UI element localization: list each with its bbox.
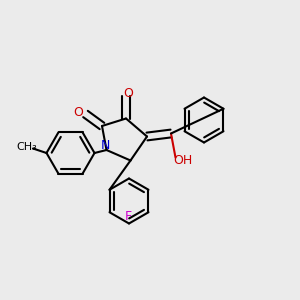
Text: CH₃: CH₃ (16, 142, 37, 152)
Text: N: N (100, 139, 110, 152)
Text: O: O (124, 87, 133, 100)
Text: OH: OH (173, 154, 193, 167)
Text: O: O (73, 106, 83, 119)
Text: F: F (124, 210, 132, 223)
